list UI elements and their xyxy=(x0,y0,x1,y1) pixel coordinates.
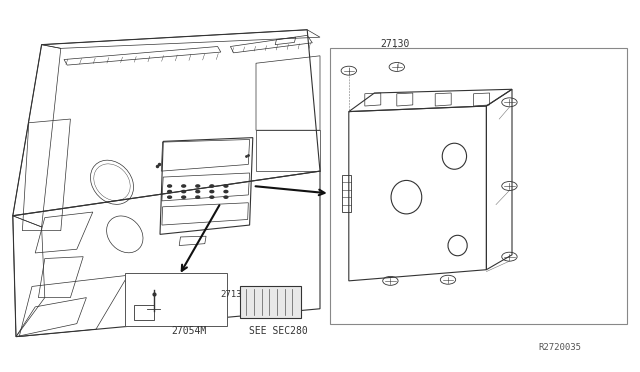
Circle shape xyxy=(196,190,200,193)
Circle shape xyxy=(168,185,172,187)
Circle shape xyxy=(210,185,214,187)
Circle shape xyxy=(168,190,172,193)
Circle shape xyxy=(196,196,200,198)
Text: 27130A: 27130A xyxy=(221,291,253,299)
Circle shape xyxy=(168,196,172,198)
Text: 27054M: 27054M xyxy=(171,326,207,336)
Text: SEE SEC280: SEE SEC280 xyxy=(249,326,308,336)
Circle shape xyxy=(182,185,186,187)
Circle shape xyxy=(210,190,214,193)
Circle shape xyxy=(224,196,228,198)
Text: 27130: 27130 xyxy=(380,39,410,49)
Bar xyxy=(330,48,627,324)
Circle shape xyxy=(182,190,186,193)
Circle shape xyxy=(224,185,228,187)
Bar xyxy=(240,286,301,318)
Text: R2720035: R2720035 xyxy=(538,343,582,352)
Bar xyxy=(125,273,227,326)
Circle shape xyxy=(210,196,214,198)
Circle shape xyxy=(182,196,186,198)
Circle shape xyxy=(224,190,228,193)
Circle shape xyxy=(196,185,200,187)
